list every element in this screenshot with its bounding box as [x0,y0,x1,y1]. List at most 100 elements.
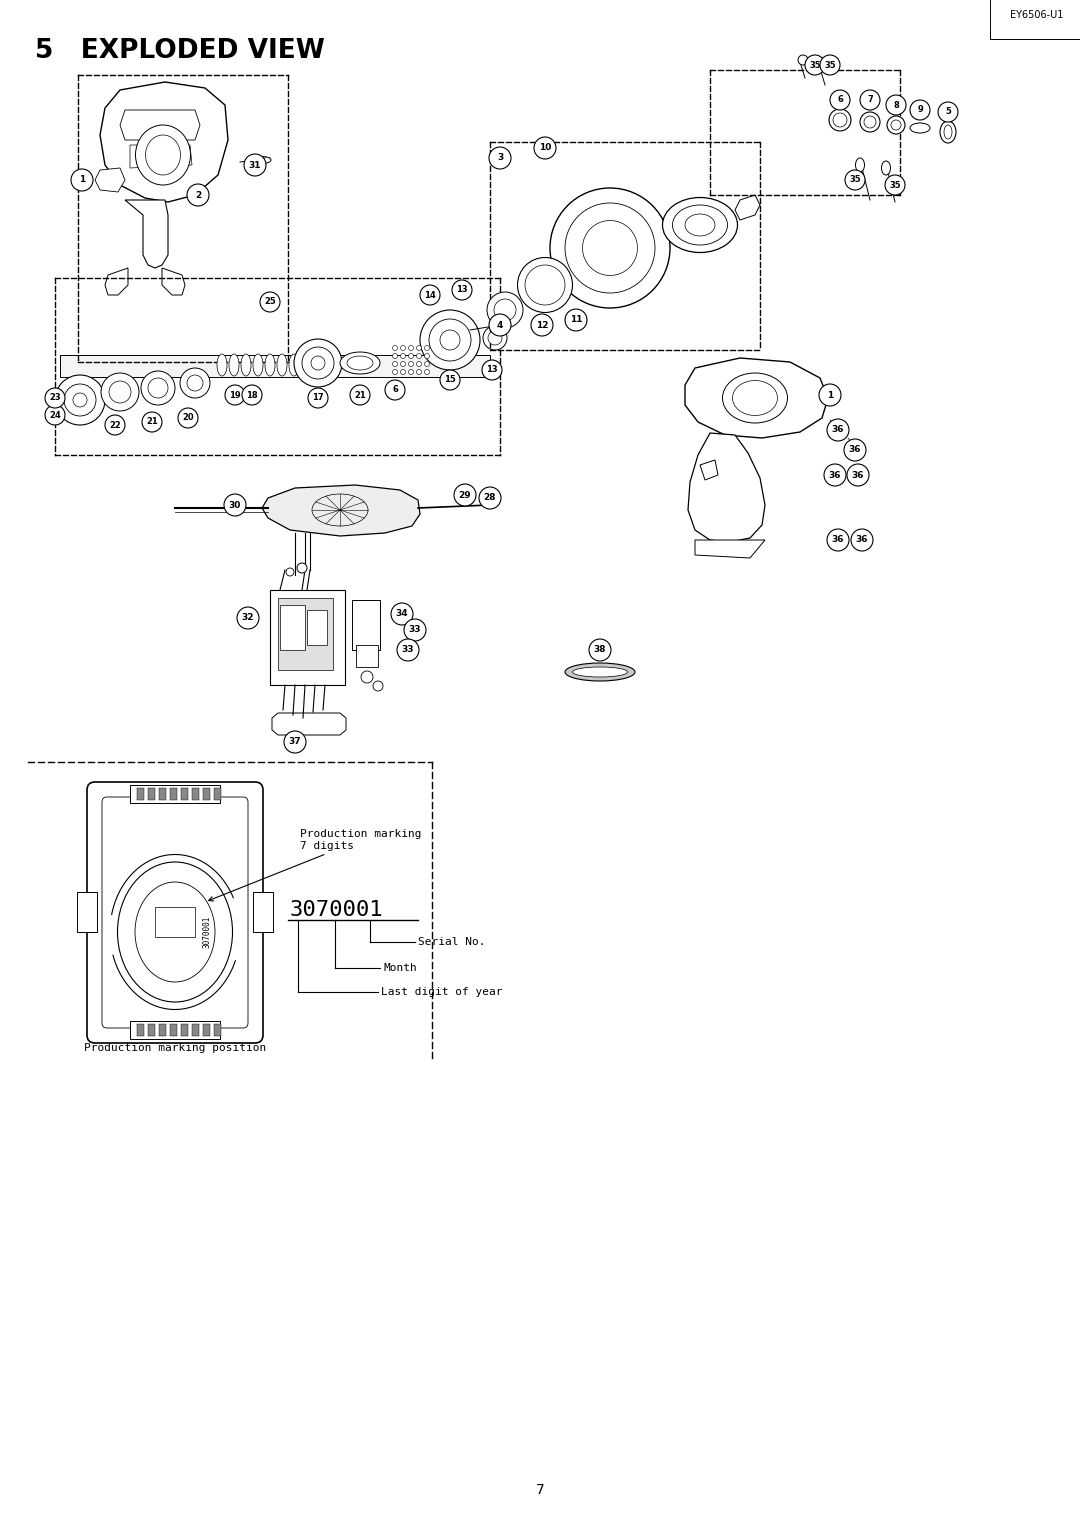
Circle shape [141,413,162,432]
Circle shape [391,604,413,625]
Text: 1: 1 [79,176,85,185]
Text: 20: 20 [183,414,193,423]
Text: Production marking
7 digits: Production marking 7 digits [208,830,421,902]
FancyBboxPatch shape [87,782,264,1044]
Ellipse shape [887,116,905,134]
Circle shape [805,55,825,75]
Ellipse shape [401,362,405,367]
Text: 22: 22 [109,420,121,429]
Text: 23: 23 [50,394,60,402]
Text: 34: 34 [395,610,408,619]
Circle shape [224,494,246,516]
Ellipse shape [135,882,215,983]
Ellipse shape [429,319,471,361]
Text: Month: Month [383,963,417,973]
Polygon shape [272,714,346,735]
Text: 8: 8 [893,101,899,110]
Ellipse shape [311,356,325,370]
Text: 28: 28 [484,494,496,503]
Text: 19: 19 [229,391,241,399]
Circle shape [397,639,419,662]
Ellipse shape [253,156,271,163]
Ellipse shape [55,374,105,425]
Ellipse shape [488,332,502,345]
Ellipse shape [408,345,414,350]
Bar [148,1024,156,1036]
Text: Production marking position: Production marking position [84,1044,266,1053]
Ellipse shape [392,345,397,350]
Text: 15: 15 [444,376,456,385]
Circle shape [350,385,370,405]
Text: 2: 2 [194,191,201,200]
Ellipse shape [940,121,956,144]
Ellipse shape [662,197,738,252]
Circle shape [589,639,611,662]
Ellipse shape [424,362,430,367]
Bar [130,1021,220,1039]
Circle shape [404,619,426,642]
Circle shape [440,370,460,390]
Text: 35: 35 [889,180,901,189]
Circle shape [820,55,840,75]
Polygon shape [130,145,192,168]
Ellipse shape [373,681,383,691]
Ellipse shape [517,258,572,313]
Ellipse shape [401,370,405,374]
Ellipse shape [455,329,469,338]
Bar [181,1024,188,1036]
Polygon shape [688,432,765,542]
Circle shape [886,95,906,115]
Ellipse shape [180,368,210,397]
Ellipse shape [565,203,654,293]
Polygon shape [262,484,420,536]
Circle shape [827,529,849,552]
Ellipse shape [253,354,264,376]
Ellipse shape [146,134,180,176]
Polygon shape [100,83,228,202]
Text: 36: 36 [849,446,861,454]
Polygon shape [162,267,185,295]
Bar [192,1024,199,1036]
Ellipse shape [798,55,808,66]
Ellipse shape [289,354,299,376]
Polygon shape [120,110,200,141]
Text: 3070001: 3070001 [291,900,383,920]
Ellipse shape [408,362,414,367]
Ellipse shape [294,339,342,387]
Circle shape [242,385,262,405]
Text: 31: 31 [248,160,261,170]
Ellipse shape [73,393,87,406]
Text: 5: 5 [945,107,950,116]
Bar [253,892,273,932]
Circle shape [260,292,280,312]
Text: 35: 35 [849,176,861,185]
Bar [159,788,166,801]
Bar [192,788,199,801]
Bar [156,908,195,937]
Text: 33: 33 [402,645,415,654]
Text: 4: 4 [497,321,503,330]
Circle shape [910,99,930,121]
Ellipse shape [685,214,715,235]
Ellipse shape [347,356,373,370]
Text: 7: 7 [867,95,873,104]
Circle shape [237,607,259,630]
Circle shape [420,286,440,306]
Ellipse shape [487,292,523,329]
Text: 36: 36 [855,535,868,544]
Bar [130,785,220,804]
Ellipse shape [340,351,380,374]
Polygon shape [95,168,125,193]
Text: 12: 12 [536,321,549,330]
Ellipse shape [187,374,203,391]
Bar [170,1024,177,1036]
Ellipse shape [392,353,397,359]
Text: 5   EXPLODED VIEW: 5 EXPLODED VIEW [35,38,325,64]
Circle shape [284,730,306,753]
Bar [214,1024,221,1036]
Ellipse shape [408,370,414,374]
Circle shape [187,183,210,206]
Circle shape [480,487,501,509]
Bar [356,645,378,668]
Text: 30: 30 [229,501,241,509]
